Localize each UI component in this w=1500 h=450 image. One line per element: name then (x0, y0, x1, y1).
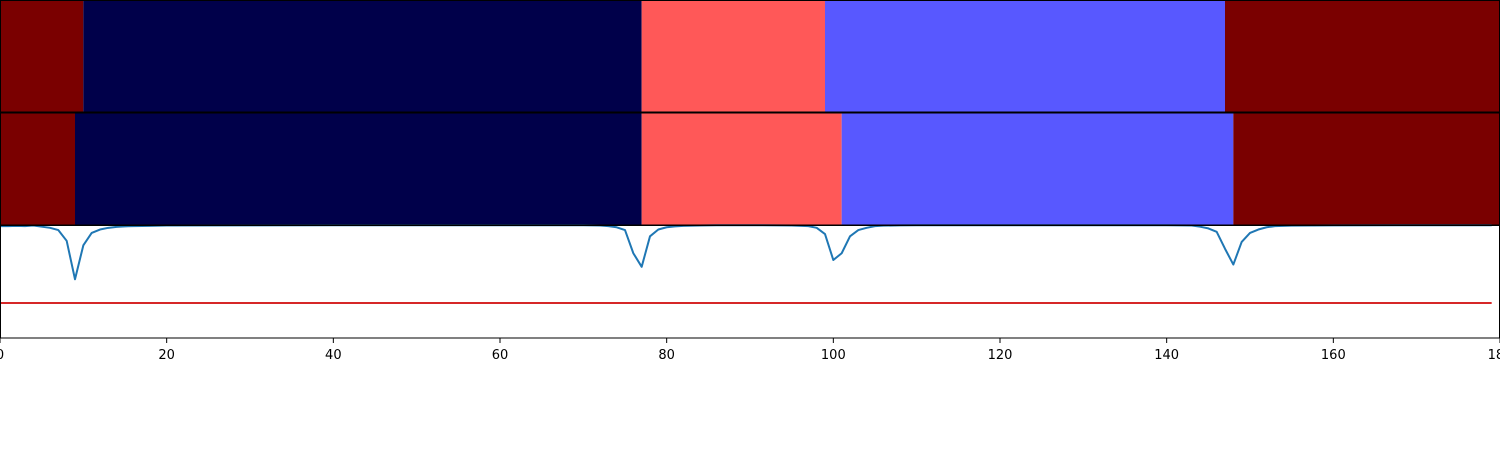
segment-2-1 (0, 113, 75, 225)
segment-1-3 (641, 1, 825, 112)
x-tick-label-180: 180 (1488, 348, 1500, 363)
line-panel-frame (0, 225, 1500, 339)
x-tick-label-0: 0 (0, 348, 4, 363)
segment-1-1 (0, 1, 84, 112)
x-tick-label-40: 40 (325, 348, 342, 363)
segment-1-5 (1225, 1, 1500, 112)
x-tick-label-100: 100 (821, 348, 846, 363)
x-tick-label-140: 140 (1154, 348, 1179, 363)
x-tick-label-160: 160 (1321, 348, 1346, 363)
segment-2-5 (1233, 113, 1500, 225)
x-axis-ticks: 0 20 40 60 80 100 120 140 160 180 (0, 338, 1500, 363)
segment-1-4 (825, 1, 1225, 112)
x-tick-label-80: 80 (658, 348, 675, 363)
x-tick-label-20: 20 (158, 348, 175, 363)
x-tick-label-120: 120 (988, 348, 1013, 363)
line-panel (0, 224, 1492, 304)
segment-2-2 (75, 113, 642, 225)
segment-1-2 (83, 1, 642, 112)
x-tick-label-60: 60 (492, 348, 509, 363)
segment-2-4 (841, 113, 1234, 225)
segment-row-1 (0, 1, 1500, 112)
signal-line (0, 224, 1492, 281)
segment-2-3 (641, 113, 842, 225)
segment-row-2 (0, 113, 1500, 225)
